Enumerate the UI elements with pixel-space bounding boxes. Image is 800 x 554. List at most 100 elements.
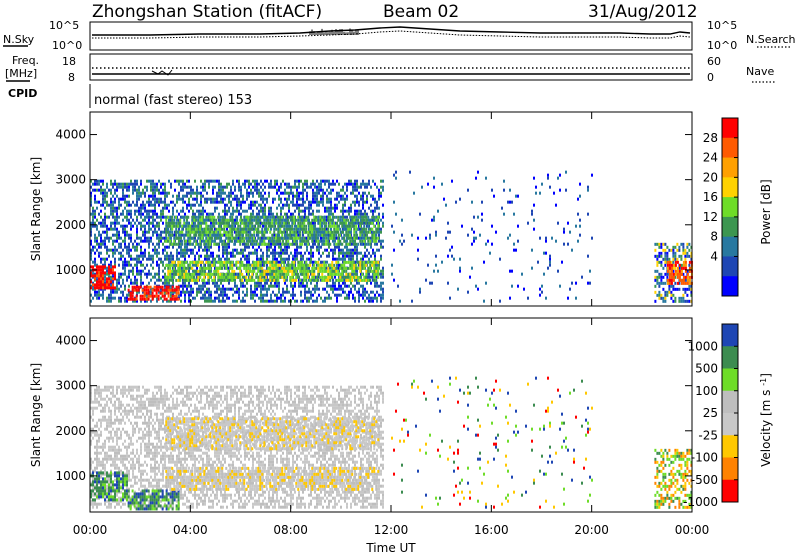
data-cell (376, 242, 378, 246)
data-cell (559, 284, 561, 288)
data-cell (102, 263, 104, 267)
data-cell (170, 227, 172, 231)
data-cell (267, 260, 270, 264)
data-cell (219, 266, 222, 270)
data-cell (224, 197, 226, 201)
data-cell (296, 203, 298, 207)
data-cell (112, 227, 114, 231)
data-cell (377, 269, 380, 273)
data-cell (90, 257, 92, 261)
data-cell (342, 188, 344, 192)
data-cell (393, 248, 395, 252)
data-cell (203, 263, 206, 267)
data-cell (257, 260, 260, 264)
data-cell (252, 293, 254, 297)
data-cell (178, 233, 180, 237)
data-cell (112, 281, 114, 285)
data-cell (249, 239, 252, 243)
data-cell (294, 293, 296, 297)
data-cell (234, 230, 236, 234)
data-cell (256, 206, 258, 210)
data-cell (150, 215, 152, 219)
data-cell (302, 299, 304, 303)
data-cell (358, 200, 360, 204)
data-cell (325, 278, 328, 282)
data-cell (320, 245, 322, 249)
data-cell (148, 221, 150, 225)
data-cell (338, 200, 340, 204)
data-cell (220, 290, 222, 294)
data-cell (118, 203, 120, 207)
data-cell (100, 203, 102, 207)
data-cell (302, 191, 304, 195)
data-cell (660, 275, 663, 279)
data-cell (92, 260, 94, 264)
data-cell (303, 239, 306, 243)
data-cell (316, 284, 318, 288)
data-cell (165, 230, 168, 234)
data-cell (160, 209, 162, 213)
data-cell (197, 218, 200, 222)
data-cell (306, 296, 308, 300)
data-cell (350, 182, 352, 186)
data-cell (158, 290, 160, 294)
data-cell (146, 275, 148, 279)
data-cell (120, 299, 122, 303)
data-cell (230, 251, 232, 255)
data-cell (225, 230, 228, 234)
data-cell (169, 297, 172, 301)
data-cell (296, 239, 298, 243)
data-cell (263, 272, 266, 276)
data-cell (322, 239, 324, 243)
data-cell (173, 242, 176, 246)
data-cell (682, 287, 685, 291)
data-cell (252, 296, 254, 300)
data-cell (144, 230, 146, 234)
data-cell (102, 257, 104, 261)
data-cell (364, 254, 366, 258)
data-cell (370, 236, 372, 240)
data-cell (295, 242, 298, 246)
data-cell (314, 182, 316, 186)
data-cell (356, 179, 358, 183)
data-cell (128, 293, 130, 297)
data-cell (183, 260, 186, 264)
data-cell (161, 285, 164, 289)
data-cell (296, 191, 298, 195)
data-cell (217, 266, 220, 270)
data-cell (286, 191, 288, 195)
data-cell (166, 191, 168, 195)
data-cell (309, 269, 312, 273)
data-cell (332, 215, 334, 219)
data-cell (283, 269, 286, 273)
data-cell (110, 191, 112, 195)
data-cell (193, 269, 196, 273)
data-cell (279, 227, 282, 231)
data-cell (308, 206, 310, 210)
data-cell (280, 257, 282, 261)
data-cell (261, 215, 264, 219)
data-cell (178, 197, 180, 201)
data-cell (216, 260, 218, 264)
data-cell (238, 179, 240, 183)
data-cell (301, 236, 304, 240)
data-cell (368, 257, 370, 261)
data-cell (256, 248, 258, 252)
data-cell (276, 299, 278, 303)
data-cell (201, 272, 204, 276)
data-cell (310, 200, 312, 204)
data-cell (267, 221, 270, 225)
data-cell (312, 191, 314, 195)
data-cell (171, 215, 174, 219)
data-cell (316, 248, 318, 252)
data-cell (170, 299, 172, 303)
data-cell (280, 245, 282, 249)
data-cell (666, 272, 669, 276)
data-cell (344, 191, 346, 195)
data-cell (180, 209, 182, 213)
data-cell (206, 287, 208, 291)
data-cell (527, 221, 529, 225)
data-cell (293, 218, 296, 222)
data-cell (272, 212, 274, 216)
data-cell (312, 287, 314, 291)
